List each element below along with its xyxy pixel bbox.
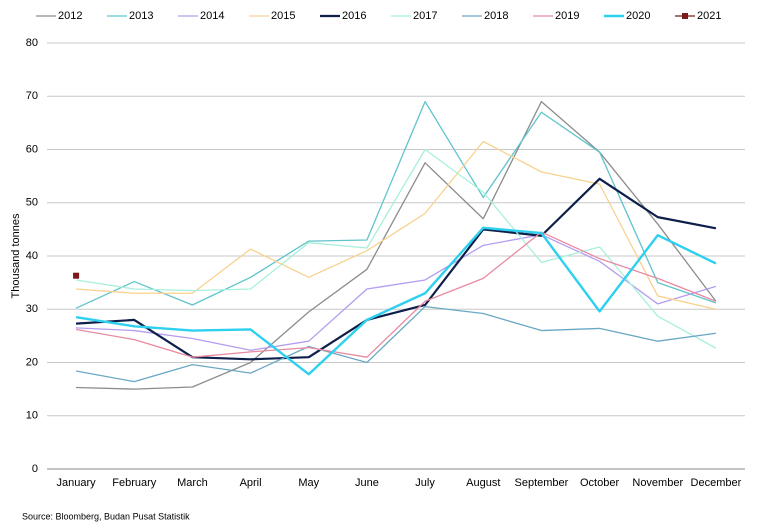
y-tick-label: 50 [26, 197, 38, 209]
legend-label: 2014 [200, 10, 224, 22]
y-axis-label: Thousand tonnes [10, 213, 22, 299]
series-line [75, 100, 717, 309]
y-tick-label: 60 [26, 143, 38, 155]
series-line [75, 231, 717, 358]
x-tick-label: July [415, 477, 435, 489]
legend-label: 2020 [626, 10, 650, 22]
y-tick-label: 0 [32, 463, 38, 475]
x-tick-label: September [515, 477, 569, 489]
x-tick-label: January [57, 477, 97, 489]
x-tick-label: October [580, 477, 619, 489]
series-line [76, 100, 717, 390]
y-tick-label: 80 [26, 37, 38, 49]
x-tick-label: June [355, 477, 379, 489]
x-tick-label: April [240, 477, 262, 489]
y-tick-label: 10 [26, 410, 38, 422]
source-note: Source: Bloomberg, Budan Pusat Statistik [22, 511, 190, 521]
legend-label: 2016 [342, 10, 366, 22]
legend-label: 2018 [484, 10, 508, 22]
series-line [76, 177, 717, 361]
x-tick-label: December [691, 477, 742, 489]
series-line [76, 140, 717, 310]
x-tick-label: November [632, 477, 683, 489]
x-tick-label: May [298, 477, 319, 489]
x-tick-label: February [112, 477, 157, 489]
series-line [76, 234, 717, 351]
x-tick-label: August [466, 477, 500, 489]
series-line [75, 148, 717, 349]
legend-label: 2017 [413, 10, 437, 22]
legend-label: 2019 [555, 10, 579, 22]
x-tick-label: March [177, 477, 208, 489]
y-tick-label: 40 [26, 250, 38, 262]
y-tick-label: 20 [26, 356, 38, 368]
series-line [75, 226, 717, 376]
legend-label: 2021 [697, 10, 721, 22]
y-tick-label: 70 [26, 90, 38, 102]
legend-label: 2012 [58, 10, 82, 22]
legend-label: 2013 [129, 10, 153, 22]
data-point [73, 272, 80, 279]
series-line [75, 305, 717, 383]
legend-label: 2015 [271, 10, 295, 22]
y-tick-label: 30 [26, 303, 38, 315]
